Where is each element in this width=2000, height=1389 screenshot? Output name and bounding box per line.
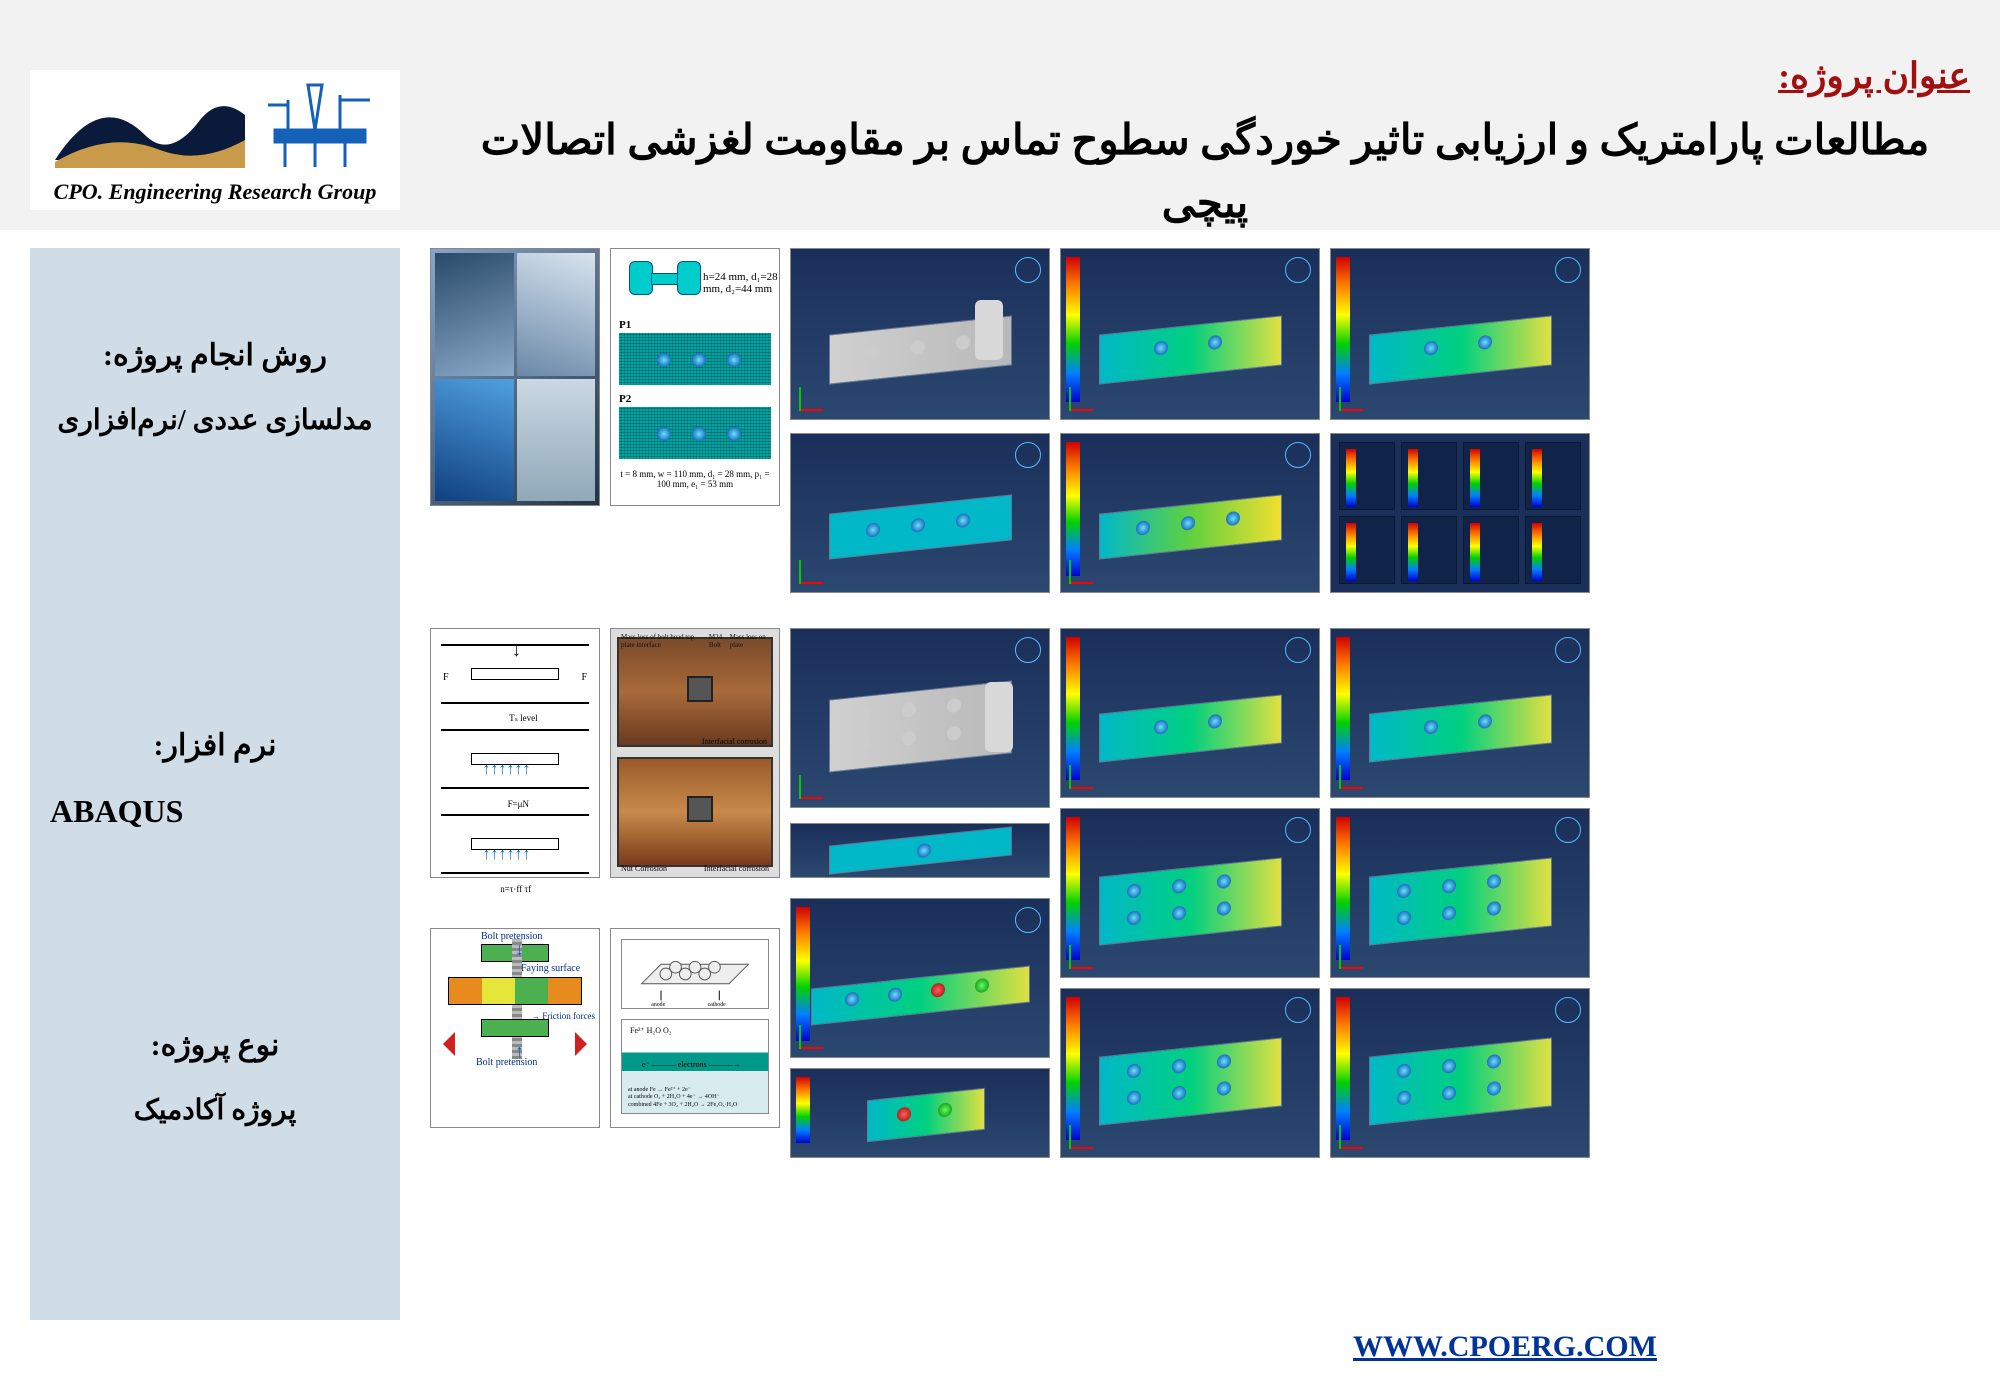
fig-assembly-bottom6 bbox=[790, 823, 1050, 878]
svg-text:anode: anode bbox=[651, 1002, 665, 1008]
software-label: نرم افزار: bbox=[50, 728, 380, 763]
fig-assembly-gray-6 bbox=[790, 628, 1050, 808]
fig-electrochem-diagram: anodecathode Fe²⁺ H₂O O₂ e⁻ ——— electron… bbox=[610, 928, 780, 1128]
fig-stress-2a bbox=[1060, 628, 1320, 798]
page-title: مطالعات پارامتریک و ارزیابی تاثیر خوردگی… bbox=[440, 110, 1970, 236]
fig-small-detail bbox=[790, 1068, 1050, 1158]
logo-wave-icon bbox=[50, 80, 250, 170]
software-value: ABAQUS bbox=[50, 793, 380, 830]
bolt-icon bbox=[629, 261, 699, 307]
fig-pretension-diagram: Bolt pretension Faying surface → Frictio… bbox=[430, 928, 600, 1128]
compass-icon bbox=[1015, 257, 1041, 283]
header-banner: CPO. Engineering Research Group عنوان پر… bbox=[0, 0, 2000, 230]
figure-gallery: h=24 mm, d₁=28 mm, d₂=44 mm P1 P2 t = 8 … bbox=[430, 248, 1970, 1319]
method-value: مدلسازی عددی /نرم‌افزاری bbox=[50, 403, 380, 437]
fig-legend-grid bbox=[1330, 433, 1590, 593]
fig-stress-3a bbox=[1060, 988, 1320, 1158]
plate-dim-text: t = 8 mm, w = 110 mm, d₁ = 28 mm, p₁ = 1… bbox=[619, 469, 771, 489]
fig-stress-1c bbox=[1060, 433, 1320, 593]
color-legend-icon bbox=[1066, 257, 1080, 402]
fig-photo-collage bbox=[430, 248, 600, 506]
fig-stress-3b bbox=[1330, 988, 1590, 1158]
type-value: پروژه آکادمیک bbox=[50, 1093, 380, 1127]
svg-text:cathode: cathode bbox=[708, 1002, 726, 1008]
fig-stress-2c bbox=[1060, 808, 1320, 978]
type-label: نوع پروژه: bbox=[50, 1028, 380, 1063]
fig-stress-1b bbox=[1330, 248, 1590, 420]
bolt-dim-text: h=24 mm, d₁=28 mm, d₂=44 mm bbox=[703, 271, 779, 295]
fig-long-plate bbox=[790, 898, 1050, 1058]
fig-stress-1a bbox=[1060, 248, 1320, 420]
fig-stress-2d bbox=[1330, 808, 1590, 978]
fig-stress-2b bbox=[1330, 628, 1590, 798]
p2-label: P2 bbox=[619, 393, 631, 405]
logo-text: CPO. Engineering Research Group bbox=[30, 179, 400, 205]
fig-mesh-geometry: h=24 mm, d₁=28 mm, d₂=44 mm P1 P2 t = 8 … bbox=[610, 248, 780, 506]
p1-label: P1 bbox=[619, 319, 631, 331]
fig-load-schematics: ↓ Tₛ level F F ↑↑↑↑↑↑ F=μN ↑↑↑↑↑↑ n=τ·ff… bbox=[430, 628, 600, 878]
title-label: عنوان پروژه: bbox=[1778, 55, 1970, 97]
logo: CPO. Engineering Research Group bbox=[30, 70, 400, 210]
info-sidebar: روش انجام پروژه: مدلسازی عددی /نرم‌افزار… bbox=[30, 248, 400, 1320]
logo-rig-icon bbox=[260, 75, 380, 170]
axis-triad-icon bbox=[799, 381, 829, 411]
fig-assembly-gray bbox=[790, 248, 1050, 420]
fig-assembly-teal bbox=[790, 433, 1050, 593]
website-link[interactable]: WWW.CPOERG.COM bbox=[1040, 1330, 1970, 1364]
fig-corroded-photos: Mass loss of bolt head top plate interfa… bbox=[610, 628, 780, 878]
method-label: روش انجام پروژه: bbox=[50, 338, 380, 373]
